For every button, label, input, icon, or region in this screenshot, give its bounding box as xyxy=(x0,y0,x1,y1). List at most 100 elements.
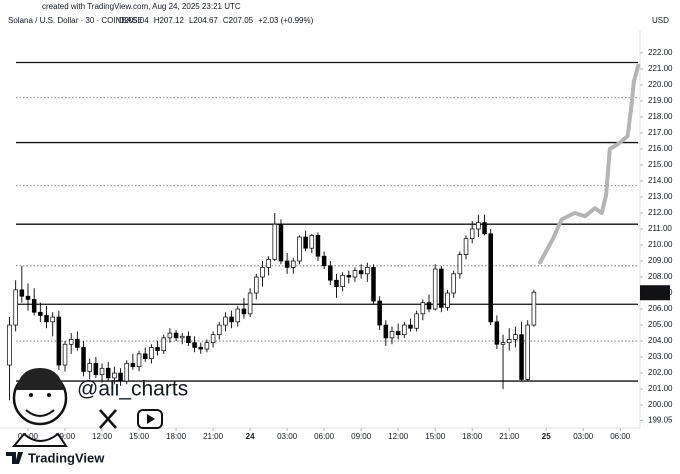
ohlc-value: +2.03 (+0.99%) xyxy=(258,16,313,25)
credit: created with TradingView.com, Aug 24, 20… xyxy=(42,2,241,11)
ohlc-value: H207.12 xyxy=(154,16,185,25)
candle-body xyxy=(31,299,37,313)
candle-body xyxy=(192,342,197,348)
y-tick-label: 214.00 xyxy=(648,176,673,185)
candle-body xyxy=(44,315,49,323)
y-tick-label: 202.00 xyxy=(648,368,673,377)
y-tick-label: 208.00 xyxy=(648,272,673,281)
y-tick-label: 206.00 xyxy=(648,304,673,313)
y-tick-label: 205.00 xyxy=(648,320,673,329)
y-tick-label: 219.00 xyxy=(648,96,673,105)
candle-body xyxy=(38,311,43,316)
candle-body xyxy=(149,347,154,360)
y-tick-label: 201.00 xyxy=(648,384,673,393)
candle-body xyxy=(291,260,296,268)
candle-body xyxy=(482,222,487,235)
candle-body xyxy=(426,302,432,310)
candle-body xyxy=(340,275,345,287)
candle-body xyxy=(7,324,12,366)
ohlc-value: O205.04 xyxy=(118,16,149,25)
y-tick-label: 203.00 xyxy=(648,352,673,361)
candle-body xyxy=(457,254,463,275)
candle-body xyxy=(414,313,419,329)
y-tick-label: 221.00 xyxy=(648,64,673,73)
y-tick-label: 211.00 xyxy=(648,224,672,233)
currency: USD xyxy=(652,16,669,25)
candle-body xyxy=(321,255,327,267)
candle-body xyxy=(75,339,80,348)
x-tick-label: 25 xyxy=(542,432,551,441)
x-tick-label: 18:00 xyxy=(166,432,187,441)
ohlc-value: C207.05 xyxy=(223,16,254,25)
y-tick-label: 209.00 xyxy=(648,256,673,265)
projection-line xyxy=(538,63,641,265)
candle-body xyxy=(297,236,302,262)
candle-body xyxy=(513,334,518,340)
y-tick-label: 220.00 xyxy=(648,80,673,89)
candle-body xyxy=(383,324,389,339)
y-tick-label: 213.00 xyxy=(648,192,673,201)
candle-body xyxy=(463,238,469,255)
brand-logo xyxy=(6,452,23,464)
candle-body xyxy=(272,223,278,260)
candle-body xyxy=(445,292,450,308)
candle-body xyxy=(254,276,259,294)
x-tick-label: 12:00 xyxy=(92,432,113,441)
candle-body xyxy=(519,334,524,380)
chart-title: Solana / U.S. Dollar · 30 · COINBASE xyxy=(8,16,143,25)
candle-body xyxy=(506,339,512,344)
y-tick-label: 216.00 xyxy=(648,144,673,153)
candle-body xyxy=(260,267,265,278)
candle-body xyxy=(155,347,160,352)
candle-body xyxy=(284,260,290,268)
ohlc-value: L204.67 xyxy=(189,16,218,25)
candle-body xyxy=(346,275,352,278)
x-tick-label: 15:00 xyxy=(425,432,446,441)
candle-body xyxy=(68,339,74,345)
x-tick-label: 21:00 xyxy=(203,432,224,441)
x-tick-label: 21:00 xyxy=(499,432,520,441)
candle-body xyxy=(186,335,191,344)
candle-body xyxy=(334,279,339,287)
candle-body xyxy=(469,228,475,239)
avatar xyxy=(11,368,68,447)
candle-body xyxy=(118,372,123,382)
candle-body xyxy=(408,324,413,329)
ohlc-legend: O205.04 H207.12 L204.67 C207.05 +2.03 (+0.99… xyxy=(118,16,314,25)
candle-body xyxy=(402,324,407,336)
candle-body xyxy=(247,292,253,315)
candle-body xyxy=(420,302,426,315)
last-price-label: 207.05 xyxy=(646,284,671,293)
candle-body xyxy=(315,235,321,257)
candle-body xyxy=(389,331,395,339)
candle-body xyxy=(93,363,99,376)
y-tick-label: 210.00 xyxy=(648,240,673,249)
y-tick-label: 199.05 xyxy=(648,415,673,424)
x-tick-label: 24 xyxy=(246,432,255,441)
x-tick-label: 09:00 xyxy=(351,432,372,441)
x-tick-label: 03:00 xyxy=(573,432,594,441)
candle-body xyxy=(136,353,142,368)
candle-body xyxy=(439,268,444,308)
candle-body xyxy=(488,233,493,323)
candle-body xyxy=(371,267,376,302)
candle-body xyxy=(500,342,506,345)
candle-body xyxy=(352,270,358,278)
candle-body xyxy=(223,316,228,326)
candle-body xyxy=(303,236,308,249)
y-tick-label: 218.00 xyxy=(648,112,673,121)
plot: 199.05 200.00 201.00 202.00 203.00 204.00 205.… xyxy=(0,30,673,441)
x-tick-label: 09:00 xyxy=(55,432,76,441)
candle-body xyxy=(81,347,86,372)
candle-body xyxy=(99,367,105,376)
candle-body xyxy=(216,324,222,336)
candle-body xyxy=(50,316,55,323)
y-tick-label: 204.00 xyxy=(648,336,673,345)
candle-body xyxy=(62,343,68,366)
candle-body xyxy=(451,273,456,294)
x-tick-label: 15:00 xyxy=(129,432,150,441)
y-tick-label: 222.00 xyxy=(648,48,673,57)
x-tick-label: 12:00 xyxy=(388,432,409,441)
candle-body xyxy=(241,308,247,315)
